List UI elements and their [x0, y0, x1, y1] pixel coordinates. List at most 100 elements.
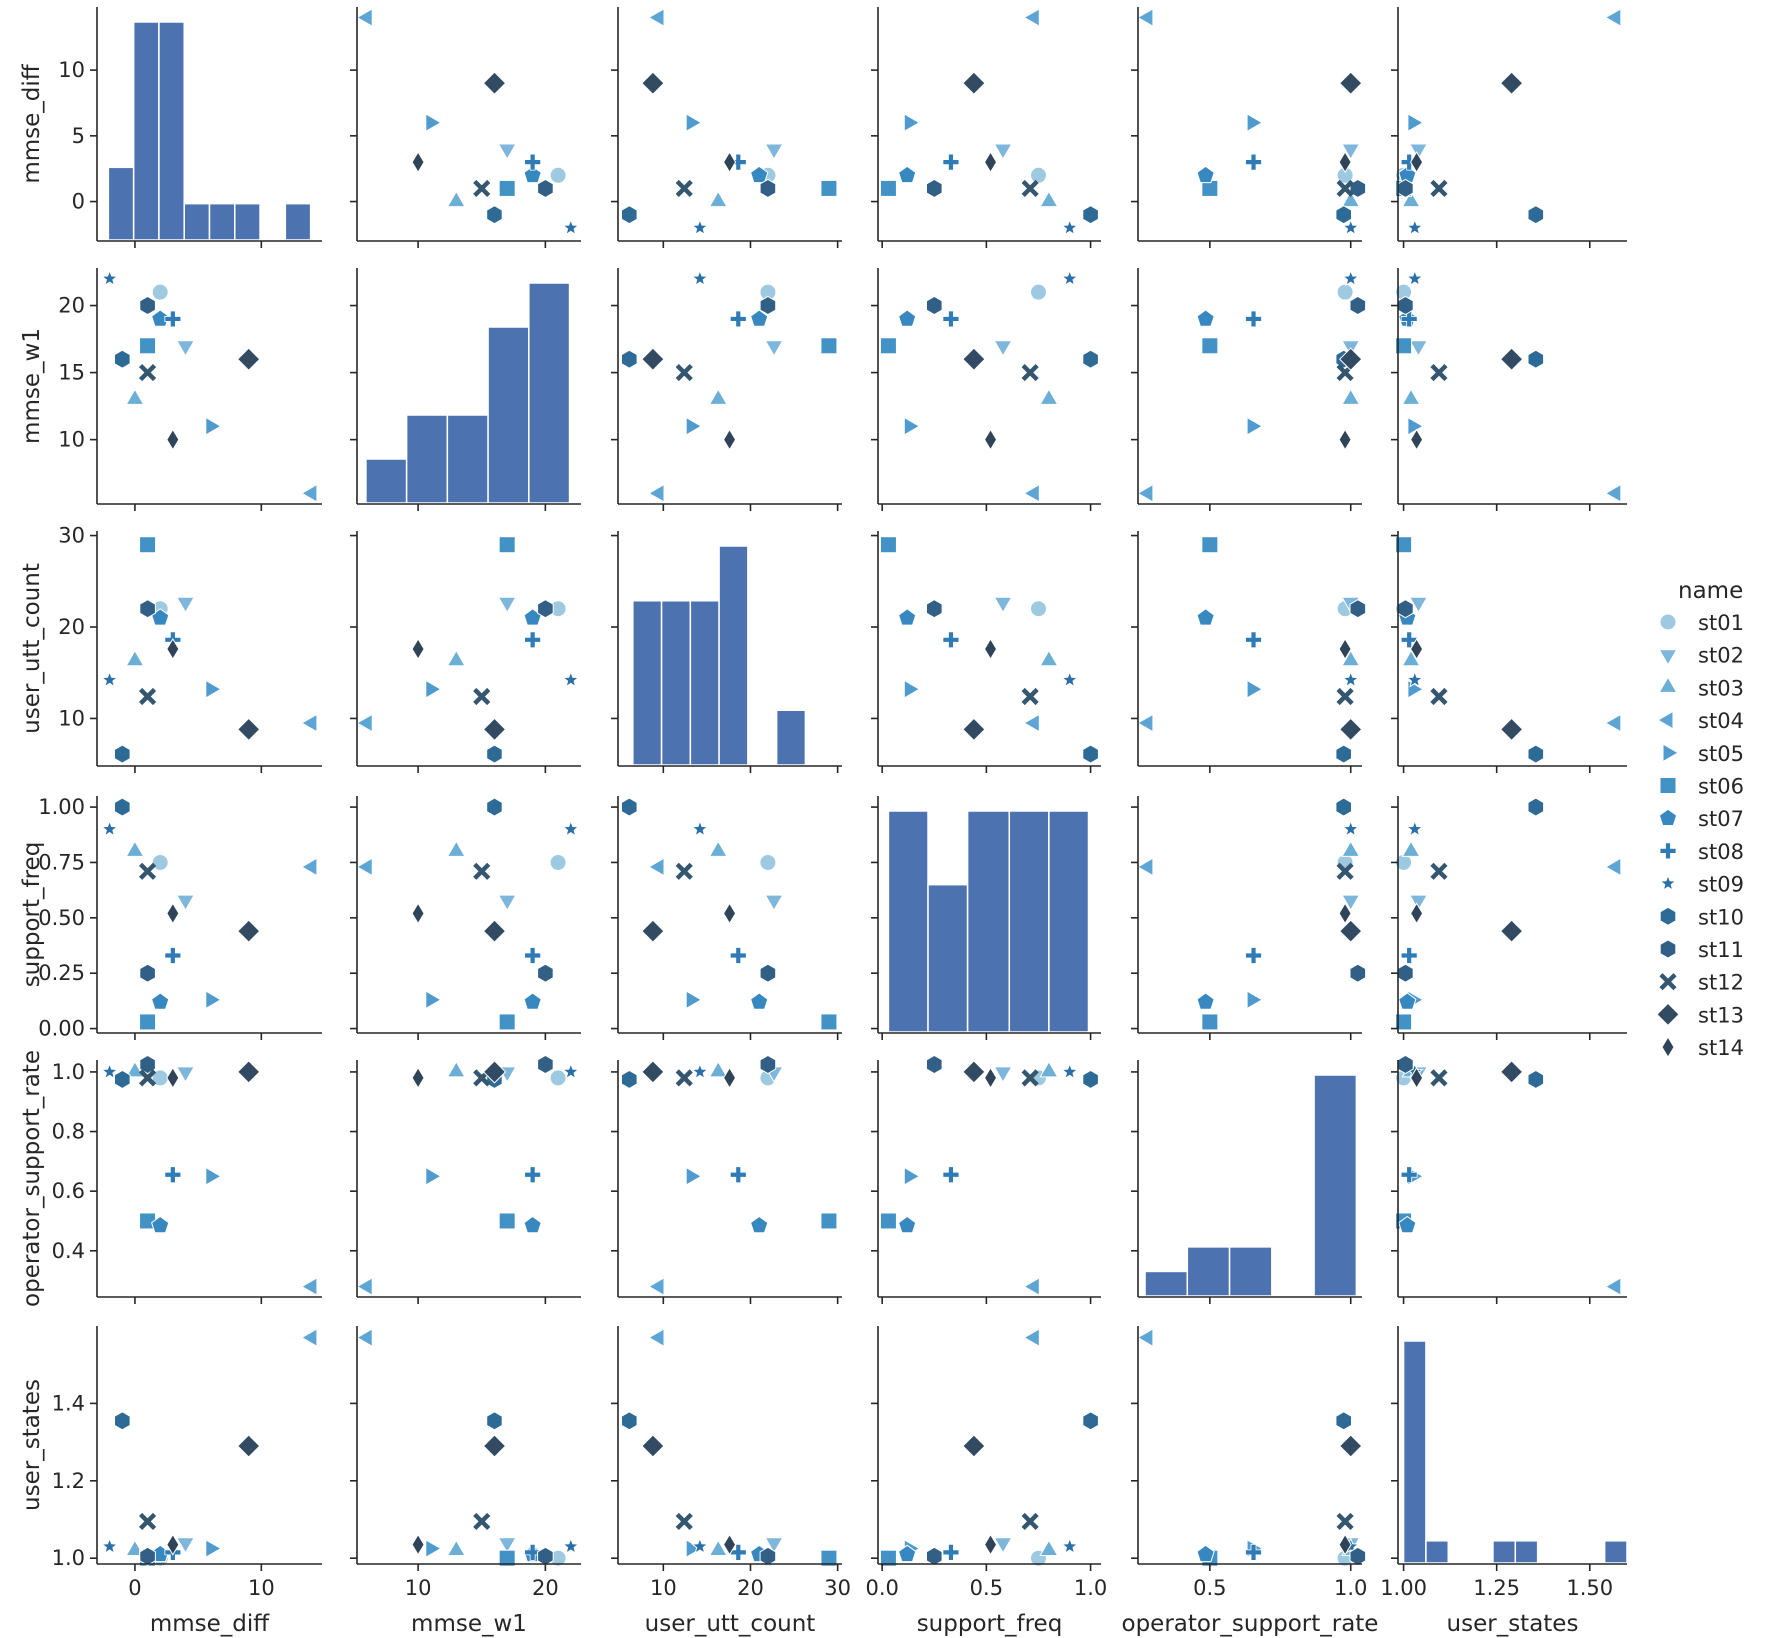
point-st09 [690, 819, 709, 837]
point-st13 [236, 1434, 261, 1458]
histogram-bar [284, 202, 312, 241]
x-tick-label: 20 [737, 1576, 764, 1600]
point-st03 [1341, 649, 1361, 667]
legend-label: st10 [1698, 905, 1744, 929]
histogram-bar [183, 202, 211, 241]
point-st03 [708, 190, 728, 208]
y-tick-label: 5 [72, 124, 85, 148]
x-axis-label: user_states [1447, 1611, 1579, 1637]
point-st10 [621, 797, 638, 817]
x-tick-label: 1.0 [1074, 1576, 1107, 1600]
point-st04 [1604, 857, 1622, 877]
legend: name st01st02st03st04st05st06st07st08st0… [1656, 578, 1744, 1060]
point-st06 [879, 1212, 897, 1230]
point-st12 [1021, 179, 1039, 198]
legend-item-st12: st12 [1659, 971, 1744, 995]
point-st03 [1401, 190, 1421, 208]
point-st10 [1527, 1069, 1545, 1089]
y-tick-label: 0.75 [38, 850, 85, 874]
point-st09 [1341, 670, 1360, 688]
point-st04 [647, 483, 665, 503]
point-st05 [685, 113, 703, 133]
point-st13 [236, 347, 261, 371]
point-st09 [1405, 819, 1424, 837]
point-st11 [139, 295, 156, 316]
point-st09 [1060, 1537, 1079, 1555]
point-st05 [903, 679, 921, 699]
legend-label: st01 [1698, 611, 1744, 635]
point-st13 [641, 1434, 665, 1458]
point-st01 [1029, 600, 1047, 618]
point-st11 [1397, 963, 1414, 983]
legend-label: st11 [1698, 938, 1744, 962]
point-st12 [1430, 179, 1448, 198]
point-st01 [151, 283, 169, 301]
point-st06 [1201, 337, 1219, 355]
histogram-bar [887, 810, 929, 1033]
point-st09 [561, 819, 580, 837]
point-st07 [523, 1215, 542, 1234]
point-st06 [498, 1013, 516, 1031]
y-tick-label: 0.00 [38, 1017, 85, 1041]
point-st11 [139, 963, 156, 983]
point-st05 [1246, 679, 1264, 699]
histogram-bar [1048, 810, 1090, 1033]
point-st04 [647, 857, 665, 877]
point-st05 [1246, 990, 1264, 1010]
point-st03 [446, 840, 466, 857]
point-st03 [1039, 388, 1059, 405]
panel-mmse_diff-vs-operator_support_rate [1131, 7, 1367, 248]
panel-user_states-vs-support_freq: 0.0 0.5 1.0 support_freq [865, 1326, 1107, 1637]
point-st05 [205, 1166, 222, 1186]
point-st03 [708, 840, 728, 857]
point-st11 [1349, 1546, 1367, 1566]
legend-marker-st01 [1659, 613, 1677, 631]
legend-label: st04 [1698, 709, 1744, 733]
histogram-bar [528, 282, 571, 504]
point-st14 [1410, 428, 1424, 451]
point-st12 [675, 1069, 693, 1087]
point-st10 [1335, 797, 1352, 817]
panel-mmse_w1-vs-mmse_diff: 10 15 20 mmse_w1 [19, 268, 322, 511]
point-st06 [498, 1212, 516, 1230]
point-st07 [523, 992, 542, 1010]
point-st11 [537, 963, 554, 983]
point-st02 [993, 340, 1013, 357]
point-st10 [114, 349, 131, 369]
point-st02 [1341, 894, 1361, 912]
point-st05 [1407, 416, 1424, 436]
point-st10 [114, 1069, 131, 1089]
legend-label: st14 [1698, 1036, 1744, 1060]
y-tick-label: 20 [58, 294, 85, 318]
point-st12 [1430, 364, 1448, 382]
point-st03 [125, 1060, 145, 1078]
point-st13 [1499, 717, 1524, 742]
point-st12 [675, 1512, 693, 1531]
point-st14 [1410, 637, 1424, 660]
legend-marker-st14 [1661, 1036, 1675, 1059]
point-st04 [1023, 713, 1040, 733]
x-tick-label: 10 [248, 1576, 275, 1600]
point-st03 [708, 1060, 728, 1078]
point-st14 [166, 902, 180, 925]
point-st03 [446, 1060, 466, 1078]
point-st04 [1023, 483, 1040, 503]
point-st13 [641, 1060, 665, 1084]
point-st12 [675, 862, 693, 880]
legend-label: st03 [1698, 676, 1744, 700]
point-st05 [205, 1539, 222, 1559]
histogram-bar [632, 600, 663, 766]
point-st02 [1408, 340, 1428, 357]
point-st10 [621, 349, 638, 369]
point-st06 [1201, 536, 1219, 554]
point-st10 [486, 1411, 503, 1431]
point-st03 [1039, 1539, 1059, 1556]
y-axis-label: operator_support_rate [19, 1050, 45, 1307]
y-axis-label: mmse_w1 [19, 328, 45, 444]
y-tick-label: 0.6 [52, 1179, 85, 1203]
legend-marker-st10 [1659, 906, 1677, 926]
point-st07 [1398, 1215, 1417, 1234]
point-st13 [962, 717, 986, 742]
y-tick-label: 0.4 [52, 1239, 85, 1263]
